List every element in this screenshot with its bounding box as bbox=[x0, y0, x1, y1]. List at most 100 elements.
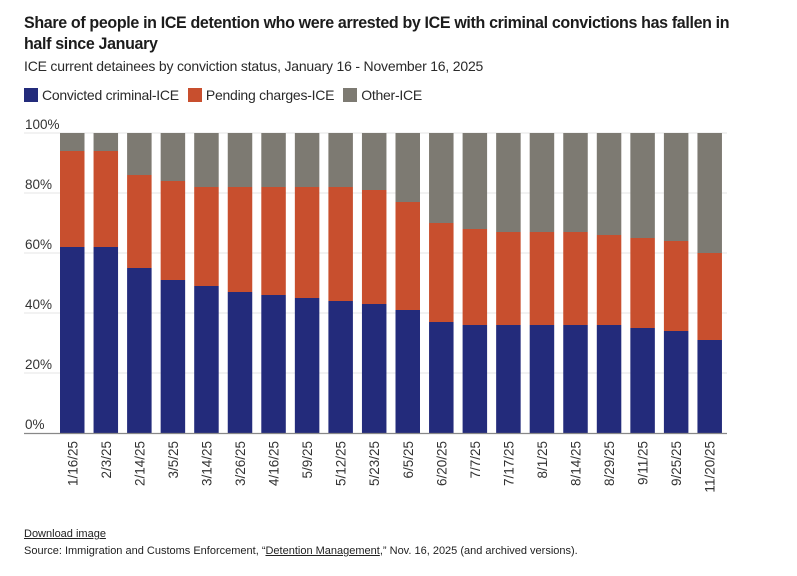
bar-segment-convicted bbox=[328, 301, 353, 433]
legend-item-other: Other-ICE bbox=[343, 87, 422, 103]
bar-segment-other bbox=[529, 133, 555, 232]
download-image-link[interactable]: Download image bbox=[24, 528, 106, 540]
bar-segment-other bbox=[697, 133, 722, 253]
y-tick-label: 100% bbox=[25, 117, 60, 132]
bar-segment-other bbox=[496, 133, 521, 232]
bar-segment-pending bbox=[60, 151, 85, 247]
legend-item-convicted: Convicted criminal-ICE bbox=[24, 87, 179, 103]
bar-segment-pending bbox=[160, 181, 186, 280]
bar-group bbox=[563, 133, 588, 433]
bar-group bbox=[663, 133, 689, 433]
bar-segment-other bbox=[194, 133, 219, 187]
bar-group bbox=[160, 133, 186, 433]
x-tick-label: 7/7/25 bbox=[468, 441, 483, 479]
bar-group bbox=[697, 133, 722, 433]
bar-segment-convicted bbox=[630, 328, 655, 433]
stacked-bar-chart: 0% 20% 40% 60% 80% 100% 1/16/25 2/3/25 2/14/25 3… bbox=[24, 117, 727, 493]
bar-segment-convicted bbox=[60, 247, 85, 433]
bar-segment-other bbox=[160, 133, 186, 181]
y-tick-label: 20% bbox=[25, 357, 52, 372]
source-suffix: ,” Nov. 16, 2025 (and archived versions)… bbox=[379, 545, 578, 557]
bar-segment-other bbox=[328, 133, 353, 187]
x-tick-label: 6/5/25 bbox=[401, 441, 416, 479]
bar-segment-convicted bbox=[160, 280, 186, 433]
bar-segment-other bbox=[630, 133, 655, 238]
bar-segment-other bbox=[227, 133, 253, 187]
bar-segment-convicted bbox=[93, 247, 119, 433]
x-tick-label: 4/16/25 bbox=[267, 441, 282, 486]
x-tick-label: 3/5/25 bbox=[166, 441, 181, 479]
bar-group bbox=[261, 133, 286, 433]
bar-segment-pending bbox=[462, 229, 488, 325]
bar-group bbox=[328, 133, 353, 433]
bar-group bbox=[496, 133, 521, 433]
chart-title: Share of people in ICE detention who wer… bbox=[24, 14, 730, 53]
x-tick-label: 8/1/25 bbox=[535, 441, 550, 479]
bar-group bbox=[596, 133, 622, 433]
bar-segment-pending bbox=[361, 190, 387, 304]
bar-segment-pending bbox=[563, 232, 588, 325]
bar-segment-pending bbox=[93, 151, 119, 247]
legend: Convicted criminal-ICE Pending charges-I… bbox=[24, 87, 431, 103]
bar-segment-pending bbox=[261, 187, 286, 295]
legend-label-convicted: Convicted criminal-ICE bbox=[42, 87, 179, 103]
bar-segment-pending bbox=[227, 187, 253, 292]
legend-swatch-convicted bbox=[24, 88, 38, 102]
bar-segment-convicted bbox=[697, 340, 722, 433]
bar-segment-convicted bbox=[395, 310, 420, 433]
legend-label-other: Other-ICE bbox=[361, 87, 422, 103]
bar-segment-convicted bbox=[294, 298, 320, 433]
bar-segment-pending bbox=[697, 253, 722, 340]
bar-segment-other bbox=[60, 133, 85, 151]
bar-segment-convicted bbox=[127, 268, 152, 433]
bar-group bbox=[127, 133, 152, 433]
bar-segment-pending bbox=[395, 202, 420, 310]
bar-segment-pending bbox=[127, 175, 152, 268]
bar-segment-other bbox=[462, 133, 488, 229]
bar-segment-pending bbox=[630, 238, 655, 328]
x-tick-label: 5/12/25 bbox=[334, 441, 349, 486]
x-axis-ticks: 1/16/25 2/3/25 2/14/25 3/5/25 3/14/25 3/26/25… bbox=[65, 441, 717, 493]
bar-segment-convicted bbox=[596, 325, 622, 433]
x-tick-label: 7/17/25 bbox=[501, 441, 516, 486]
x-tick-label: 3/14/25 bbox=[199, 441, 214, 486]
x-tick-label: 9/11/25 bbox=[636, 441, 651, 485]
bar-segment-other bbox=[596, 133, 622, 235]
bar-segment-pending bbox=[429, 223, 454, 322]
x-tick-label: 9/25/25 bbox=[669, 441, 684, 486]
bar-segment-other bbox=[93, 133, 119, 151]
bar-segment-pending bbox=[529, 232, 555, 325]
y-tick-label: 80% bbox=[25, 177, 52, 192]
bar-segment-other bbox=[663, 133, 689, 241]
bar-segment-other bbox=[261, 133, 286, 187]
bar-segment-convicted bbox=[361, 304, 387, 433]
chart-subtitle: ICE current detainees by conviction stat… bbox=[24, 58, 484, 74]
y-tick-label: 0% bbox=[25, 417, 45, 432]
source-note: Source: Immigration and Customs Enforcem… bbox=[24, 545, 578, 557]
bar-group bbox=[395, 133, 420, 433]
bar-segment-pending bbox=[194, 187, 219, 286]
bar-segment-convicted bbox=[563, 325, 588, 433]
bar-group bbox=[93, 133, 119, 433]
x-tick-label: 2/3/25 bbox=[99, 441, 114, 479]
x-tick-label: 5/23/25 bbox=[367, 441, 382, 486]
bar-segment-pending bbox=[496, 232, 521, 325]
y-tick-label: 60% bbox=[25, 237, 52, 252]
source-link-detention-management[interactable]: Detention Management bbox=[265, 545, 380, 557]
bar-segment-pending bbox=[663, 241, 689, 331]
bar-group bbox=[194, 133, 219, 433]
bar-segment-convicted bbox=[429, 322, 454, 433]
bar-segment-other bbox=[127, 133, 152, 175]
bar-segment-convicted bbox=[529, 325, 555, 433]
x-tick-label: 6/20/25 bbox=[434, 441, 449, 486]
legend-swatch-pending bbox=[187, 88, 202, 102]
legend-label-pending: Pending charges-ICE bbox=[205, 87, 335, 103]
bar-segment-pending bbox=[328, 187, 353, 301]
legend-swatch-other bbox=[343, 88, 358, 102]
bar-segment-convicted bbox=[194, 286, 219, 433]
x-tick-label: 5/9/25 bbox=[300, 441, 315, 479]
source-prefix: Source: Immigration and Customs Enforcem… bbox=[24, 545, 266, 557]
bar-segment-other bbox=[395, 133, 420, 202]
bar-group bbox=[630, 133, 655, 433]
bar-segment-pending bbox=[596, 235, 622, 325]
